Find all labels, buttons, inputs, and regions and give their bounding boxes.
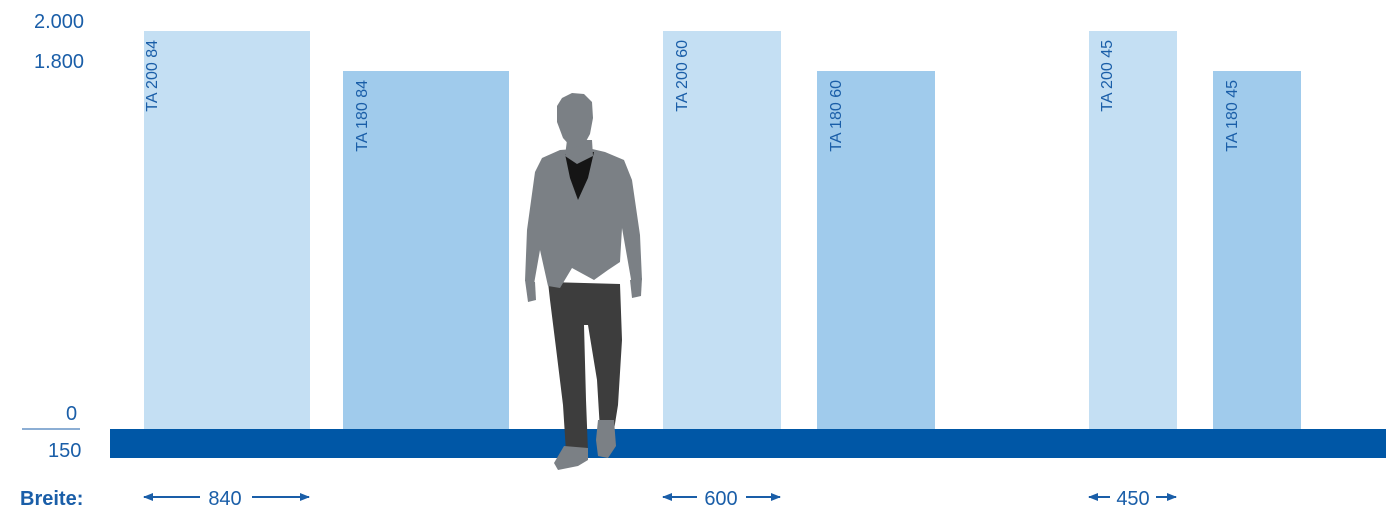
panel-ta-200-45 [1089, 31, 1177, 429]
scale-label-150: 150 [48, 440, 81, 462]
person-silhouette-icon [525, 93, 642, 470]
panel-label-ta-200-60: TA 200 60 [674, 40, 691, 112]
scale-label-2000: 2.000 [34, 11, 84, 33]
panel-label-ta-200-84: TA 200 84 [144, 40, 161, 112]
width-value-600: 600 [704, 488, 737, 510]
panel-label-ta-180-45: TA 180 45 [1224, 80, 1241, 152]
panel-ta-180-45 [1213, 71, 1301, 429]
width-dimension-600: 600 [662, 488, 781, 510]
width-dimension-840: 840 [143, 488, 310, 510]
width-label: Breite: [20, 488, 83, 510]
width-dimension-450: 450 [1088, 488, 1177, 510]
panel-label-ta-180-60: TA 180 60 [828, 80, 845, 152]
scale-label-0: 0 [66, 403, 77, 425]
panel-ta-180-84 [343, 71, 509, 429]
width-value-840: 840 [208, 488, 241, 510]
panel-label-ta-200-45: TA 200 45 [1099, 40, 1116, 112]
panel-group-45 [1089, 31, 1301, 429]
panel-group-60 [663, 31, 935, 429]
panel-ta-200-84 [144, 31, 310, 429]
base-bar [110, 429, 1386, 458]
panel-group-84 [144, 31, 509, 429]
panel-label-ta-180-84: TA 180 84 [354, 80, 371, 152]
width-value-450: 450 [1116, 488, 1149, 510]
panel-ta-180-60 [817, 71, 935, 429]
panel-ta-200-60 [663, 31, 781, 429]
scale-label-1800: 1.800 [34, 51, 84, 73]
